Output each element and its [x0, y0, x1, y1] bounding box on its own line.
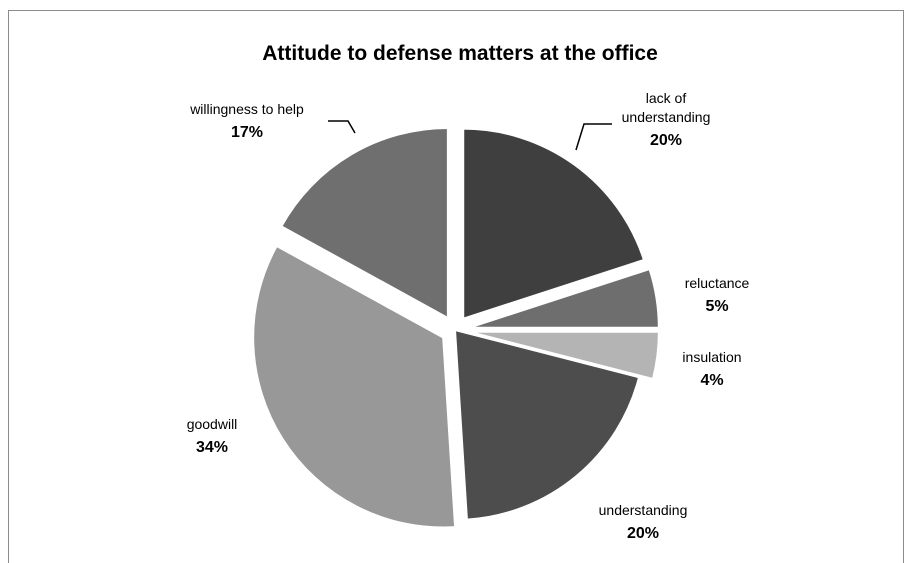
pie-slices [252, 126, 660, 529]
leader-lines [328, 120, 612, 151]
pie-slice-reluctance [468, 267, 660, 329]
leader-line-willingness-to-help [328, 120, 356, 134]
slice-label-willingness-to-help: willingness to help [189, 101, 304, 117]
slice-percent-willingness-to-help: 17% [231, 124, 263, 141]
slice-labels: lack of understanding 20% reluctance 5% insul… [187, 90, 750, 542]
leader-line-lack-of-understanding [575, 123, 612, 151]
pie-slice-insulation [468, 330, 660, 381]
slice-label-lack-of-understanding-line-2: understanding [622, 109, 711, 125]
chart-title: Attitude to defense matters at the offic… [262, 42, 658, 65]
slice-label-insulation: insulation [682, 349, 741, 365]
slice-percent-understanding: 20% [627, 525, 659, 542]
slice-percent-lack-of-understanding: 20% [650, 132, 682, 149]
slice-label-understanding: understanding [599, 502, 688, 518]
slice-label-reluctance: reluctance [685, 275, 750, 291]
slice-percent-reluctance: 5% [705, 298, 728, 315]
chart-frame [8, 10, 904, 563]
slice-percent-insulation: 4% [700, 372, 723, 389]
pie-slice-understanding [453, 328, 641, 521]
pie-slice-willingness-to-help [280, 126, 449, 320]
slice-label-lack-of-understanding-line-1: lack of [646, 90, 687, 106]
pie-slice-goodwill [252, 244, 457, 529]
slice-percent-goodwill: 34% [196, 439, 228, 456]
slice-label-goodwill: goodwill [187, 416, 238, 432]
pie-slice-lack-of-understanding [462, 127, 646, 321]
